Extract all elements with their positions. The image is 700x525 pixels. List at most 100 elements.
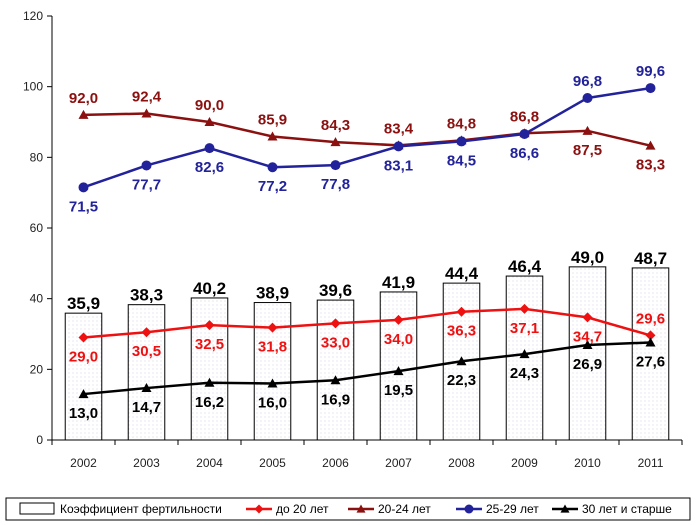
point-label: 84,8 bbox=[447, 115, 476, 132]
legend-swatch-marker bbox=[356, 504, 366, 513]
point-label: 77,7 bbox=[132, 176, 161, 193]
series-point bbox=[141, 383, 152, 393]
bar-label: 46,4 bbox=[508, 257, 542, 276]
x-tick-label: 2011 bbox=[638, 456, 664, 470]
legend-label: 20-24 лет bbox=[378, 502, 431, 516]
series-line bbox=[83, 307, 651, 339]
legend-label: Коэффициент фертильности bbox=[60, 502, 222, 516]
series-point bbox=[582, 312, 593, 323]
series-point bbox=[330, 318, 341, 329]
series-point bbox=[267, 131, 278, 141]
series-point bbox=[267, 322, 278, 333]
series-point bbox=[456, 306, 467, 317]
legend-label: до 20 лет bbox=[276, 502, 329, 516]
point-label: 14,7 bbox=[132, 399, 161, 416]
legend-swatch-marker bbox=[560, 504, 570, 513]
point-label: 27,6 bbox=[636, 353, 665, 370]
series-point bbox=[456, 136, 467, 147]
point-label: 16,0 bbox=[258, 394, 287, 411]
series-line bbox=[83, 112, 651, 147]
point-label: 16,2 bbox=[195, 394, 224, 411]
point-label: 99,6 bbox=[636, 63, 665, 80]
bar bbox=[127, 304, 166, 441]
labels-layer: 35,9 38,3 40,2 38,9 39,6 41,9 44,4 46,4 49,0 48,7… bbox=[67, 63, 667, 422]
legend-swatch-bars bbox=[19, 502, 55, 515]
bar-label: 38,9 bbox=[256, 284, 289, 303]
series-line bbox=[83, 341, 651, 396]
legend-label: 30 лет и старше bbox=[582, 502, 672, 516]
y-tick-label: 60 bbox=[30, 221, 44, 235]
series-point bbox=[330, 137, 341, 147]
bar bbox=[505, 275, 544, 441]
point-label: 33,0 bbox=[321, 334, 350, 351]
bar bbox=[253, 302, 292, 441]
bar-label: 39,6 bbox=[319, 281, 352, 300]
point-label: 22,3 bbox=[447, 372, 476, 389]
point-label: 77,2 bbox=[258, 178, 287, 195]
point-label: 13,0 bbox=[69, 405, 98, 422]
lines-layer bbox=[78, 83, 656, 399]
legend: Коэффициент фертильности до 20 лет 20-24 л… bbox=[5, 497, 691, 521]
bar bbox=[631, 267, 670, 441]
point-label: 90,0 bbox=[195, 97, 224, 114]
series-point bbox=[582, 92, 593, 103]
point-label: 30,5 bbox=[132, 343, 161, 360]
legend-swatch-marker bbox=[254, 504, 264, 514]
series-point bbox=[582, 125, 593, 135]
point-label: 34,0 bbox=[384, 331, 413, 348]
series-point bbox=[519, 349, 530, 359]
series-point bbox=[267, 378, 278, 388]
bar-label: 44,4 bbox=[445, 264, 479, 283]
series-point bbox=[78, 109, 89, 119]
series-point bbox=[645, 83, 656, 94]
series-point bbox=[141, 108, 152, 118]
point-label: 85,9 bbox=[258, 111, 287, 128]
x-tick-label: 2003 bbox=[133, 456, 160, 470]
series-point bbox=[78, 332, 89, 343]
bar-label: 48,7 bbox=[634, 249, 667, 268]
series-point bbox=[330, 375, 341, 385]
point-label: 24,3 bbox=[510, 365, 539, 382]
point-label: 19,5 bbox=[384, 382, 413, 399]
series-point bbox=[456, 356, 467, 366]
point-label: 26,9 bbox=[573, 356, 602, 373]
series-point bbox=[330, 160, 341, 171]
series-point bbox=[204, 377, 215, 387]
x-tick-label: 2008 bbox=[448, 456, 475, 470]
point-label: 37,1 bbox=[510, 320, 539, 337]
series-point bbox=[582, 339, 593, 349]
legend-label: 25-29 лет bbox=[486, 502, 539, 516]
point-label: 87,5 bbox=[573, 142, 602, 159]
y-tick-label: 120 bbox=[23, 9, 43, 23]
series-point bbox=[204, 143, 215, 154]
y-tick-label: 100 bbox=[23, 80, 43, 94]
series-point bbox=[204, 320, 215, 331]
bar bbox=[379, 291, 418, 441]
bar-label: 40,2 bbox=[193, 279, 226, 298]
point-label: 83,3 bbox=[636, 157, 665, 174]
series-point bbox=[519, 303, 530, 314]
series-point bbox=[141, 160, 152, 171]
x-tick-label: 2002 bbox=[70, 456, 97, 470]
x-tick-label: 2005 bbox=[259, 456, 286, 470]
point-label: 77,8 bbox=[321, 176, 350, 193]
series-point bbox=[393, 314, 404, 325]
point-label: 84,5 bbox=[447, 152, 476, 169]
point-label: 86,6 bbox=[510, 145, 539, 162]
series-point bbox=[78, 182, 89, 193]
x-tick-label: 2006 bbox=[322, 456, 349, 470]
point-label: 96,8 bbox=[573, 73, 602, 90]
x-tick-label: 2004 bbox=[196, 456, 223, 470]
point-label: 32,5 bbox=[195, 336, 224, 353]
y-tick-label: 20 bbox=[30, 362, 44, 376]
point-label: 83,4 bbox=[384, 120, 414, 137]
point-label: 83,1 bbox=[384, 157, 413, 174]
point-label: 36,3 bbox=[447, 323, 476, 340]
legend-swatch-marker bbox=[464, 504, 474, 514]
series-point bbox=[267, 162, 278, 173]
bar-label: 38,3 bbox=[130, 286, 163, 305]
bar-label: 41,9 bbox=[382, 273, 415, 292]
series-point bbox=[645, 330, 656, 341]
series-point bbox=[645, 337, 656, 347]
